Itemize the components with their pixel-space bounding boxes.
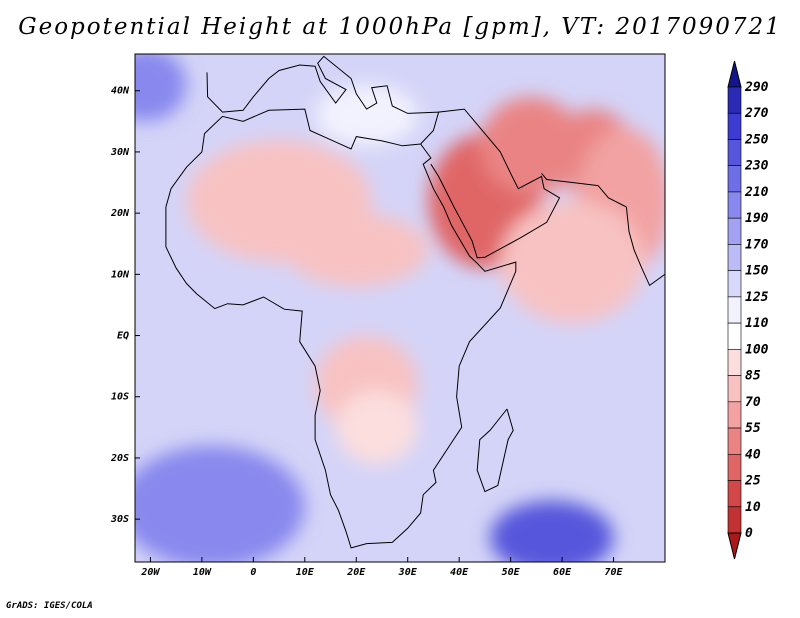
colorbar-segment bbox=[727, 296, 742, 324]
x-tick-label: 10E bbox=[296, 567, 315, 578]
colorbar-segment bbox=[727, 244, 742, 271]
credit-label: GrADS: IGES/COLA bbox=[6, 601, 93, 611]
field-north-atlantic-high bbox=[135, 54, 187, 122]
plot-frame bbox=[134, 53, 666, 563]
colorbar-segment bbox=[727, 401, 742, 429]
y-tick-label: EQ bbox=[117, 331, 129, 342]
colorbar-label: 70 bbox=[745, 395, 761, 410]
colorbar-label: 210 bbox=[744, 185, 769, 200]
x-tick-label: 0 bbox=[250, 567, 256, 578]
field-mediterranean-ridge bbox=[315, 84, 419, 146]
colorbar-segment bbox=[727, 427, 742, 455]
arabia-coastline bbox=[420, 108, 561, 259]
x-tick-label: 30E bbox=[398, 567, 418, 578]
x-tick-label: 20E bbox=[346, 567, 366, 578]
madagascar-coastline bbox=[476, 408, 514, 493]
colorbar-label: 110 bbox=[745, 316, 769, 331]
colorbar-label: 10 bbox=[745, 500, 761, 515]
field-south-atlantic-high bbox=[135, 445, 305, 562]
x-tick-label: 60E bbox=[553, 567, 572, 578]
colorbar-segment bbox=[727, 86, 742, 114]
colorbar-segment bbox=[727, 191, 742, 219]
africa-coastline bbox=[165, 108, 517, 549]
field-sahel-low bbox=[284, 213, 429, 287]
colorbar-label: 125 bbox=[745, 290, 769, 305]
colorbar-segment bbox=[727, 217, 742, 245]
y-tick-label: 10S bbox=[111, 392, 129, 403]
field-arabian-sea bbox=[500, 200, 645, 324]
colorbar-segment bbox=[727, 112, 742, 140]
colorbar-segment bbox=[727, 480, 742, 508]
colorbar-segment bbox=[727, 349, 742, 376]
colorbar-segment bbox=[727, 453, 742, 481]
field-south-indian-high bbox=[490, 500, 614, 562]
chart-title: Geopotential Height at 1000hPa [gpm], VT… bbox=[18, 14, 782, 40]
colorbar-segment bbox=[727, 139, 742, 167]
colorbar-segment bbox=[727, 506, 742, 534]
x-tick-label: 40E bbox=[450, 567, 469, 578]
colorbar-label: 55 bbox=[745, 421, 761, 436]
colorbar-segment bbox=[727, 375, 742, 403]
x-tick-label: 10W bbox=[193, 567, 212, 578]
colorbar-segment bbox=[727, 270, 742, 298]
south-asia-coastline bbox=[541, 172, 665, 287]
x-tick-label: 20W bbox=[140, 567, 160, 578]
x-tick-label: 70E bbox=[605, 567, 624, 578]
colorbar-label: 85 bbox=[745, 369, 761, 384]
y-tick-label: 40N bbox=[111, 86, 130, 97]
colorbar-label: 150 bbox=[745, 264, 769, 279]
y-tick-label: 20N bbox=[110, 208, 130, 219]
field-southern-africa-low bbox=[335, 390, 419, 465]
europe-coastline bbox=[206, 55, 439, 114]
colorbar-label: 270 bbox=[744, 106, 769, 121]
colorbar-label: 25 bbox=[744, 474, 761, 489]
colorbar-segment bbox=[727, 322, 742, 350]
colorbar-label: 190 bbox=[745, 211, 769, 226]
colorbar-label: 40 bbox=[745, 447, 761, 462]
colorbar-label: 170 bbox=[745, 237, 769, 252]
colorbar-label: 0 bbox=[745, 526, 753, 541]
y-tick-label: 30S bbox=[110, 514, 129, 525]
colorbar-label: 290 bbox=[744, 80, 769, 95]
colorbar-max-arrow bbox=[727, 60, 742, 88]
x-tick-label: 50E bbox=[502, 567, 521, 578]
colorbar-label: 230 bbox=[744, 159, 769, 174]
y-tick-label: 10N bbox=[111, 269, 130, 280]
colorbar-segment bbox=[727, 165, 742, 193]
colorbar-label: 100 bbox=[745, 342, 769, 357]
colorbar-min-arrow bbox=[727, 532, 742, 560]
colorbar: 2902702502302101901701501251101008570554… bbox=[727, 60, 769, 560]
colorbar-label: 250 bbox=[744, 132, 769, 147]
y-tick-label: 20S bbox=[110, 453, 129, 464]
plot-area bbox=[135, 54, 665, 562]
y-tick-label: 30N bbox=[110, 147, 130, 158]
